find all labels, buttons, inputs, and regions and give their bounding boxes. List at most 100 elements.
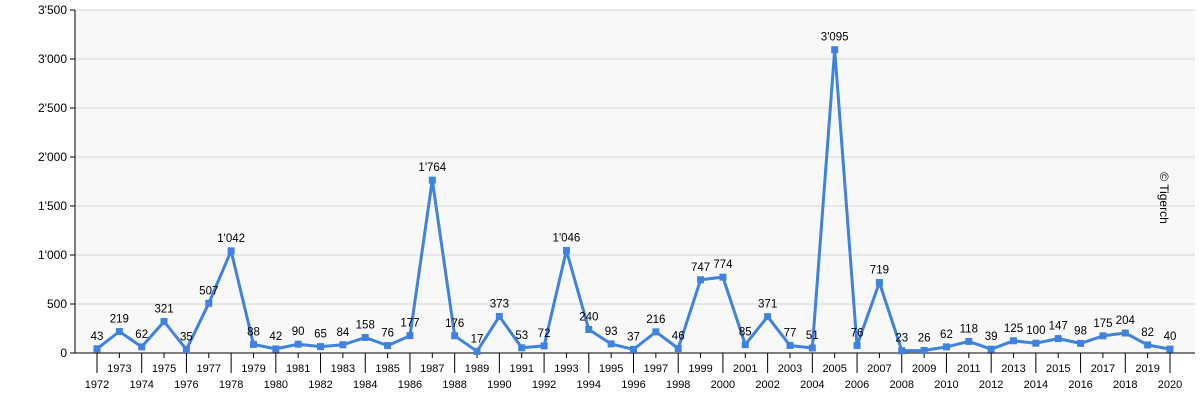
data-point bbox=[853, 342, 861, 350]
data-point bbox=[451, 332, 459, 340]
data-label: 62 bbox=[940, 329, 953, 341]
x-tick-label: 2016 bbox=[1068, 379, 1092, 391]
x-tick-label: 2011 bbox=[957, 363, 981, 375]
y-tick-label: 0 bbox=[60, 346, 67, 360]
data-point bbox=[160, 318, 168, 326]
data-label: 747 bbox=[691, 262, 710, 274]
data-point bbox=[518, 344, 526, 352]
x-tick-label: 2018 bbox=[1113, 379, 1137, 391]
data-label: 98 bbox=[1074, 325, 1087, 337]
x-tick-label: 1997 bbox=[644, 363, 668, 375]
x-tick-label: 2007 bbox=[867, 363, 891, 375]
data-label: 507 bbox=[199, 285, 218, 297]
data-point bbox=[562, 246, 570, 254]
y-tick-label: 3'500 bbox=[38, 3, 67, 17]
x-tick-label: 1993 bbox=[554, 363, 578, 375]
data-label: 23 bbox=[895, 333, 908, 345]
data-labels: 43 219 62 321 35 507 1'042 88 42 90 65 84 158 76 177 1'… bbox=[91, 32, 1177, 346]
x-tick-label: 2020 bbox=[1158, 379, 1182, 391]
x-tick-label: 1996 bbox=[621, 379, 645, 391]
x-tick-label: 1992 bbox=[532, 379, 556, 391]
x-tick-label: 1986 bbox=[398, 379, 422, 391]
data-point bbox=[406, 332, 414, 340]
data-point bbox=[585, 325, 593, 333]
x-tick-label: 1977 bbox=[197, 363, 221, 375]
data-label: 1'042 bbox=[217, 233, 245, 245]
data-label: 26 bbox=[918, 332, 931, 344]
data-point bbox=[249, 340, 257, 348]
x-axis-ticks: 1972 1973 1974 1975 1976 1977 1978 1979 1980 1981… bbox=[85, 353, 1182, 391]
data-label: 43 bbox=[91, 331, 104, 343]
x-tick-label: 1974 bbox=[129, 379, 153, 391]
data-point bbox=[1054, 335, 1062, 343]
data-label: 85 bbox=[739, 327, 752, 339]
x-tick-label: 1975 bbox=[152, 363, 176, 375]
data-label: 72 bbox=[538, 328, 551, 340]
x-tick-label: 1980 bbox=[264, 379, 288, 391]
data-point bbox=[317, 343, 325, 351]
x-tick-label: 2006 bbox=[845, 379, 869, 391]
gridlines bbox=[75, 9, 1195, 305]
x-tick-label: 1990 bbox=[487, 379, 511, 391]
data-point bbox=[272, 345, 280, 353]
x-tick-label: 2017 bbox=[1091, 363, 1115, 375]
data-label: 373 bbox=[490, 298, 509, 310]
plot-area bbox=[75, 10, 1195, 353]
data-label: 76 bbox=[381, 328, 394, 340]
data-point bbox=[898, 347, 906, 355]
data-label: 204 bbox=[1116, 315, 1136, 327]
data-label: 177 bbox=[400, 318, 419, 330]
data-label: 158 bbox=[356, 320, 375, 332]
data-label: 1'764 bbox=[418, 162, 446, 174]
y-tick-label: 2'500 bbox=[38, 101, 67, 115]
data-point bbox=[674, 344, 682, 352]
y-tick-label: 500 bbox=[47, 297, 67, 311]
data-label: 175 bbox=[1093, 318, 1112, 330]
data-point bbox=[808, 344, 816, 352]
data-label: 51 bbox=[806, 330, 819, 342]
data-label: 219 bbox=[110, 314, 129, 326]
x-tick-label: 2009 bbox=[912, 363, 936, 375]
data-label: 93 bbox=[605, 326, 618, 338]
x-tick-label: 1999 bbox=[688, 363, 712, 375]
data-point bbox=[920, 346, 928, 354]
data-point bbox=[1032, 339, 1040, 347]
x-tick-label: 2014 bbox=[1024, 379, 1048, 391]
data-label: 65 bbox=[314, 329, 327, 341]
x-tick-label: 1973 bbox=[107, 363, 131, 375]
data-point bbox=[115, 328, 123, 336]
data-point bbox=[875, 279, 883, 287]
x-tick-label: 1987 bbox=[420, 363, 444, 375]
x-tick-label: 1995 bbox=[599, 363, 623, 375]
x-tick-label: 2001 bbox=[733, 363, 757, 375]
x-tick-label: 1972 bbox=[85, 379, 109, 391]
data-point bbox=[540, 342, 548, 350]
data-point bbox=[652, 328, 660, 336]
x-tick-label: 2004 bbox=[800, 379, 824, 391]
data-label: 176 bbox=[445, 318, 464, 330]
data-label: 17 bbox=[471, 333, 484, 345]
data-label: 88 bbox=[247, 326, 260, 338]
x-tick-label: 2013 bbox=[1001, 363, 1025, 375]
data-label: 3'095 bbox=[821, 32, 849, 44]
data-label: 125 bbox=[1004, 323, 1023, 335]
data-label: 321 bbox=[154, 304, 173, 316]
data-point bbox=[630, 345, 637, 353]
x-tick-label: 2003 bbox=[778, 363, 802, 375]
data-point bbox=[205, 299, 213, 307]
x-tick-label: 2002 bbox=[755, 379, 779, 391]
x-tick-label: 2010 bbox=[934, 379, 958, 391]
x-tick-label: 1994 bbox=[577, 379, 601, 391]
data-point bbox=[607, 340, 615, 348]
y-axis-ticks: 0 500 1'000 1'500 2'000 2'500 3'000 3'500 bbox=[38, 3, 75, 360]
x-tick-label: 1991 bbox=[509, 363, 533, 375]
data-point bbox=[1166, 345, 1174, 353]
data-point bbox=[942, 343, 950, 351]
x-tick-label: 2005 bbox=[822, 363, 846, 375]
data-point bbox=[339, 341, 347, 349]
x-tick-label: 1981 bbox=[286, 363, 310, 375]
data-point bbox=[294, 340, 302, 348]
data-point bbox=[93, 345, 101, 353]
data-point bbox=[965, 337, 973, 345]
